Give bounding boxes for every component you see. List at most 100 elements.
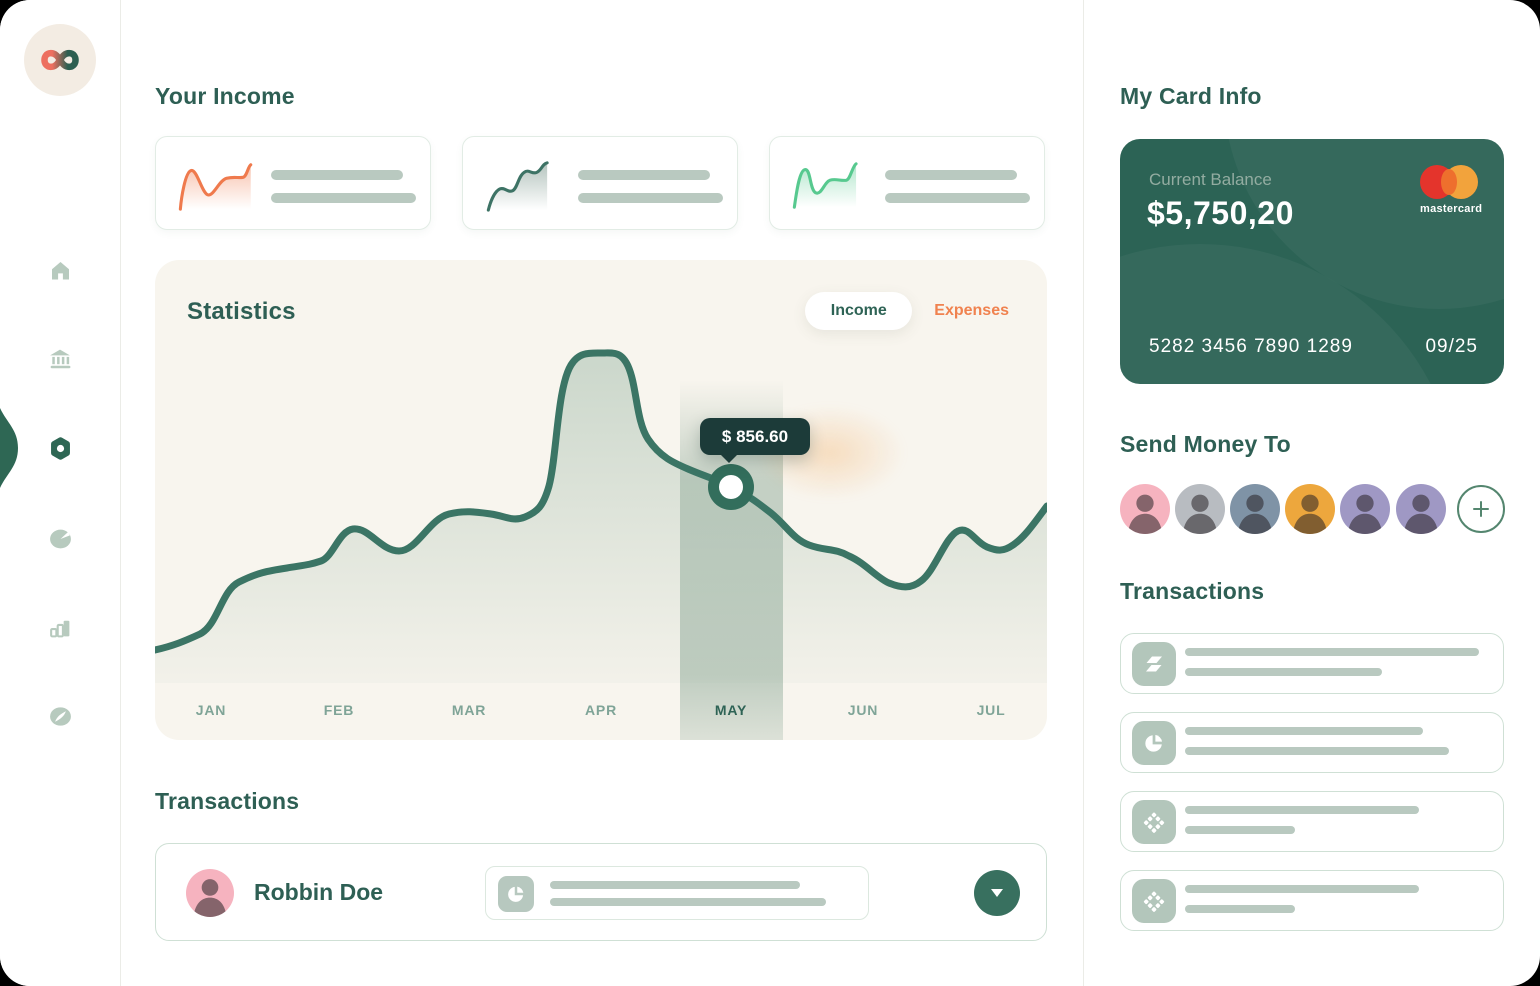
dots-icon	[1132, 800, 1176, 844]
placeholder-text-bar	[1185, 826, 1295, 834]
month-axis: JAN FEB MAR APR MAY JUN JUL	[155, 702, 1047, 726]
chart-tooltip: $ 856.60	[700, 418, 810, 463]
month-label-jan: JAN	[195, 702, 227, 718]
avatar	[186, 869, 234, 917]
contact-avatar[interactable]	[1340, 484, 1390, 534]
card-expiry: 09/25	[1425, 336, 1478, 357]
month-label-jun: JUN	[847, 702, 879, 718]
green-sparkline-icon	[792, 162, 858, 209]
income-summary-cards	[155, 136, 1047, 230]
placeholder-text-bar	[885, 170, 1017, 180]
placeholder-text-bar	[1185, 806, 1419, 814]
transaction-item[interactable]	[1120, 870, 1504, 931]
pie-icon	[498, 876, 534, 912]
infinity-icon	[41, 49, 79, 71]
dark-green-sparkline-icon	[486, 161, 549, 212]
income-expenses-toggle: Income Expenses	[805, 292, 1017, 330]
statistics-title: Statistics	[187, 298, 296, 325]
person-avatar-icon	[193, 879, 227, 917]
right-transactions-list	[1120, 633, 1504, 949]
transaction-item[interactable]	[1120, 633, 1504, 694]
mastercard-logo-icon: mastercard	[1420, 165, 1483, 217]
orange-sparkline-icon	[178, 163, 253, 211]
balance-label: Current Balance	[1149, 170, 1272, 189]
transactions-section-title: Transactions	[155, 788, 300, 814]
tab-expenses[interactable]: Expenses	[934, 302, 1009, 319]
placeholder-text-bar	[271, 170, 403, 180]
balance-value: $5,750,20	[1147, 195, 1294, 231]
sidebar-item-stats[interactable]	[46, 613, 74, 641]
placeholder-text-bar	[1185, 747, 1449, 755]
pie-chart-icon	[49, 529, 71, 548]
send-money-title: Send Money To	[1120, 431, 1291, 457]
income-area-chart	[155, 349, 1047, 740]
statistics-panel: Statistics Income Expenses $ 856.60 JAN …	[155, 260, 1047, 740]
placeholder-text-bar	[1185, 648, 1479, 656]
data-point-may[interactable]	[708, 464, 754, 510]
person-avatar-icon	[1292, 494, 1328, 534]
contact-avatar[interactable]	[1285, 484, 1335, 534]
contact-avatar[interactable]	[1230, 484, 1280, 534]
sidebar-item-explore[interactable]	[46, 702, 74, 730]
active-nav-indicator	[0, 408, 18, 488]
income-card-dark-green[interactable]	[462, 136, 738, 230]
sidebar-item-home[interactable]	[46, 257, 74, 285]
chart-area-fill	[155, 352, 1047, 683]
credit-card[interactable]: Current Balance $5,750,20 mastercard 528…	[1120, 139, 1504, 384]
layers-icon	[1132, 642, 1176, 686]
month-label-jul: JUL	[976, 702, 1006, 718]
sidebar-item-assets[interactable]	[46, 434, 74, 462]
right-transactions-title: Transactions	[1120, 578, 1265, 604]
placeholder-text-bar	[550, 881, 800, 889]
transaction-detail-box	[485, 866, 869, 920]
right-panel: My Card Info Current Balance $5,750,20 m…	[1083, 0, 1540, 986]
chevron-down-icon	[991, 889, 1003, 897]
month-label-apr: APR	[585, 702, 617, 718]
person-avatar-icon	[1403, 494, 1439, 534]
sidebar	[0, 0, 121, 986]
transaction-item[interactable]	[1120, 712, 1504, 773]
mastercard-label: mastercard	[1420, 203, 1483, 215]
person-avatar-icon	[1347, 494, 1383, 534]
placeholder-text-bar	[578, 170, 710, 180]
chart-line	[155, 349, 1047, 654]
card-number: 5282 3456 7890 1289	[1149, 336, 1353, 357]
pie-icon	[1132, 721, 1176, 765]
placeholder-text-bar	[550, 898, 826, 906]
placeholder-text-bar	[271, 193, 416, 203]
expand-row-button[interactable]	[974, 870, 1020, 916]
transaction-row[interactable]: Robbin Doe	[155, 843, 1047, 941]
contact-avatar[interactable]	[1175, 484, 1225, 534]
app-logo	[24, 24, 96, 96]
bar-chart-icon	[50, 620, 70, 637]
transaction-item[interactable]	[1120, 791, 1504, 852]
placeholder-text-bar	[1185, 905, 1295, 913]
dots-icon	[1132, 879, 1176, 923]
person-avatar-icon	[1182, 494, 1218, 534]
bank-icon	[50, 349, 71, 368]
person-avatar-icon	[1237, 494, 1273, 534]
home-icon	[51, 262, 69, 280]
contact-avatar[interactable]	[1396, 484, 1446, 534]
month-label-feb: FEB	[323, 702, 355, 718]
hexagon-icon	[50, 436, 70, 460]
compass-icon	[49, 706, 71, 726]
placeholder-text-bar	[1185, 727, 1423, 735]
send-money-contacts	[1120, 484, 1505, 534]
card-info-title: My Card Info	[1120, 83, 1262, 109]
income-section-title: Your Income	[155, 83, 295, 109]
tab-income[interactable]: Income	[805, 292, 913, 330]
income-card-orange[interactable]	[155, 136, 431, 230]
month-label-may: MAY	[714, 702, 748, 718]
sidebar-item-bank[interactable]	[46, 345, 74, 373]
sidebar-item-analytics[interactable]	[46, 524, 74, 552]
contact-avatar[interactable]	[1120, 484, 1170, 534]
income-card-green[interactable]	[769, 136, 1045, 230]
placeholder-text-bar	[1185, 885, 1419, 893]
add-contact-button[interactable]	[1457, 485, 1505, 533]
month-label-mar: MAR	[451, 702, 487, 718]
main-content: Your Income	[155, 0, 1047, 986]
placeholder-text-bar	[578, 193, 723, 203]
person-avatar-icon	[1127, 494, 1163, 534]
placeholder-text-bar	[885, 193, 1030, 203]
